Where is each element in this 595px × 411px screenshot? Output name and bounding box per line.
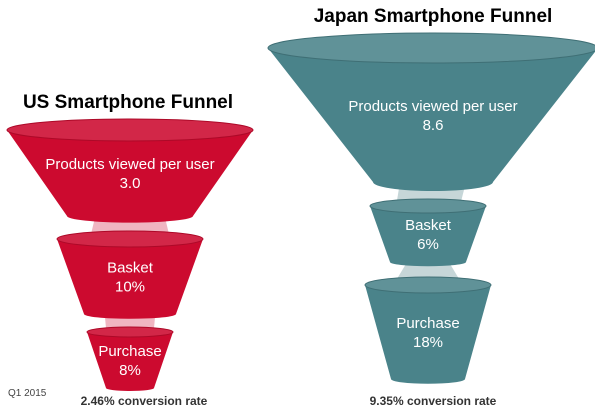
jp-funnel-stage-rim: [364, 276, 492, 294]
jp-stage-label: Purchase: [396, 315, 459, 332]
us-stage-value: 3.0: [120, 175, 141, 192]
jp-stage-label: Basket: [405, 217, 452, 234]
us-stage-value: 8%: [119, 362, 141, 379]
jp-funnel-stage: Products viewed per user 8.6: [267, 32, 595, 191]
jp-stage-value: 6%: [417, 236, 439, 253]
jp-funnel-stage-body: [365, 285, 491, 384]
jp-funnel-stage: Basket 6%: [369, 198, 487, 267]
us-conversion-rate: 2.46% conversion rate: [81, 394, 208, 408]
us-funnel-stage-rim: [6, 118, 254, 142]
japan-funnel: Products viewed per user 8.6 Basket 6% Purch…: [267, 32, 595, 384]
us-stage-value: 10%: [115, 279, 145, 296]
jp-funnel-stage: Purchase 18%: [364, 276, 492, 384]
japan-conversion-rate: 9.35% conversion rate: [370, 394, 497, 408]
us-stage-label: Purchase: [98, 343, 161, 360]
jp-stage-value: 8.6: [423, 117, 444, 134]
us-funnel-stage-body: [87, 332, 173, 391]
us-funnel-stage: Products viewed per user 3.0: [6, 118, 254, 223]
jp-funnel-stage-rim: [369, 198, 487, 214]
japan-funnel-title: Japan Smartphone Funnel: [314, 6, 553, 27]
us-funnel-stage-body: [57, 239, 203, 319]
jp-stage-value: 18%: [413, 334, 443, 351]
us-funnel-stage: Basket 10%: [56, 230, 204, 319]
jp-funnel-stage-rim: [267, 32, 595, 64]
date-label: Q1 2015: [8, 388, 47, 399]
us-funnel-stage-body: [7, 130, 253, 223]
jp-stage-label: Products viewed per user: [348, 98, 517, 115]
us-funnel-stage: Purchase 8%: [86, 326, 174, 391]
us-funnel-stage-rim: [86, 326, 174, 338]
us-stage-label: Basket: [107, 260, 154, 277]
us-stage-label: Products viewed per user: [45, 156, 214, 173]
us-funnel: Products viewed per user 3.0 Basket 10% Purc…: [6, 118, 254, 391]
us-funnel-title: US Smartphone Funnel: [23, 92, 233, 113]
jp-funnel-stage-body: [370, 206, 486, 267]
jp-funnel-stage-body: [268, 48, 595, 191]
us-funnel-stage-rim: [56, 230, 204, 248]
